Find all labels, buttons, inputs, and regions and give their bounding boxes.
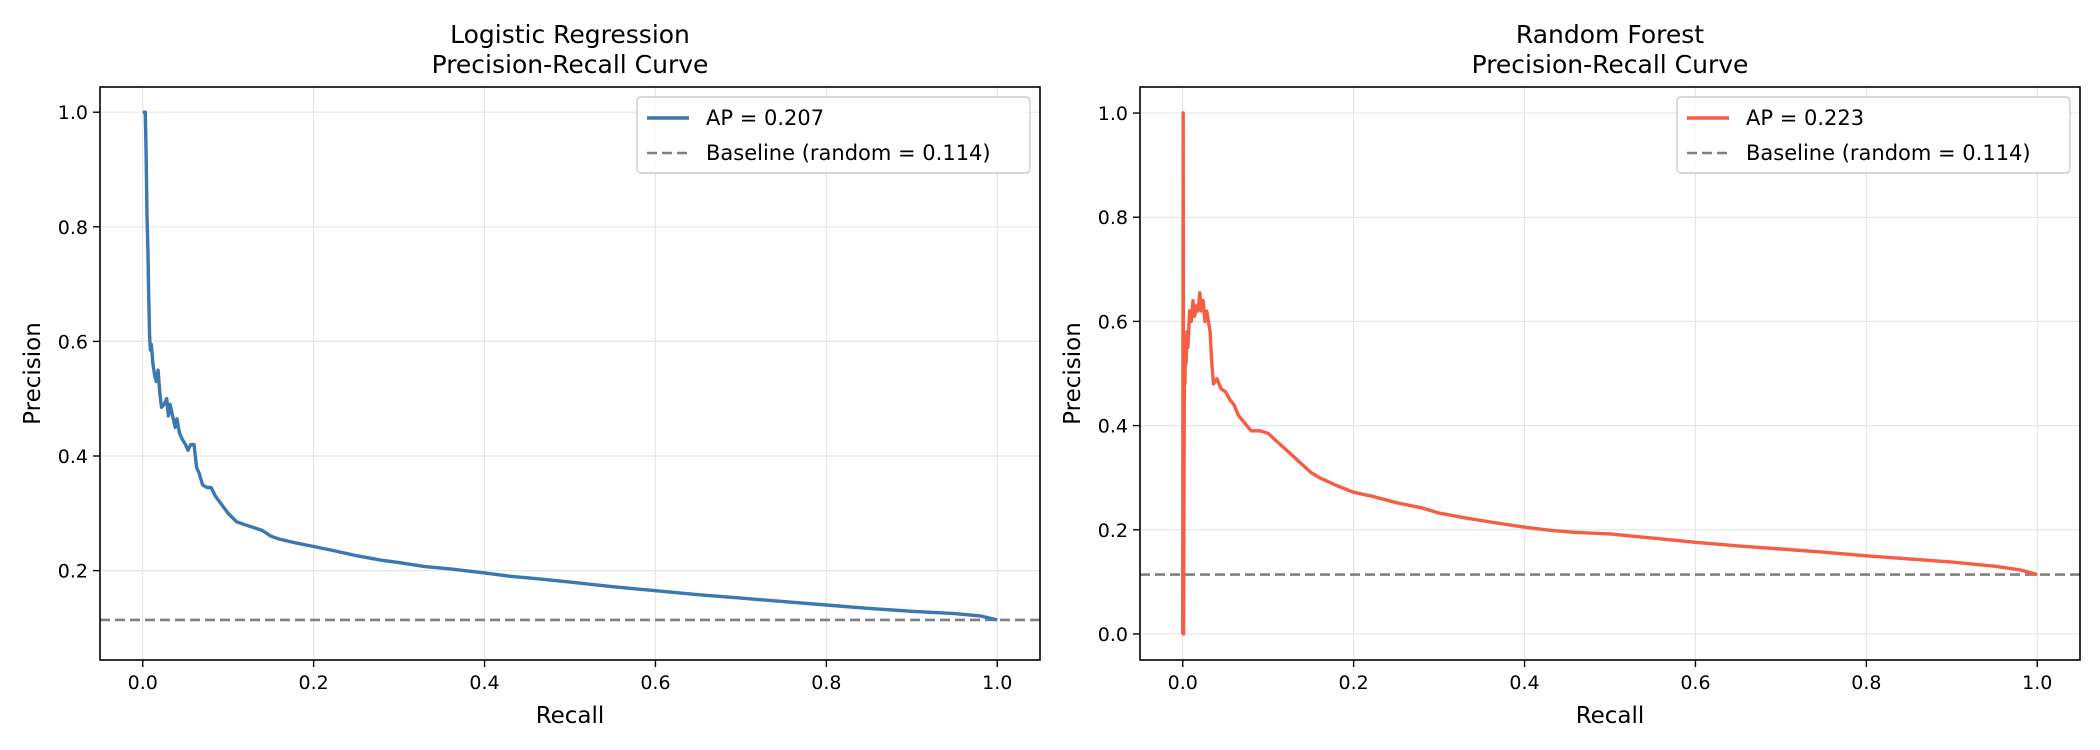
x-axis-label: Recall: [1576, 703, 1645, 729]
legend-label: Baseline (random = 0.114): [1746, 141, 2031, 165]
chart-panel-2: 0.0 0.2 0.4 0.6 0.8 1.0 0.0 0.2 0.4 0.6 0.8 1.0 Reca…: [1060, 20, 2081, 729]
chart-title-line-2: Precision-Recall Curve: [432, 50, 709, 79]
y-tick-label: 0.2: [58, 561, 88, 583]
x-axis-label: Recall: [536, 703, 605, 729]
axes-frame: [99, 86, 1041, 661]
x-tick-label: 1.0: [982, 672, 1012, 694]
x-tick-label: 0.6: [640, 672, 670, 694]
chart-title-line-2: Precision-Recall Curve: [1472, 50, 1749, 79]
y-tick-label: 0.2: [1098, 520, 1128, 542]
x-tick-label: 0.2: [1339, 672, 1369, 694]
legend-label: AP = 0.223: [1746, 106, 1864, 130]
y-tick-label: 1.0: [1098, 103, 1128, 125]
chart-title-line-1: Random Forest: [1516, 20, 1704, 49]
axes-frame: [1139, 86, 2081, 661]
x-tick-label: 0.4: [469, 672, 499, 694]
y-tick-label: 0.8: [58, 217, 88, 239]
x-tick-label: 0.0: [128, 672, 158, 694]
legend-label: Baseline (random = 0.114): [706, 141, 991, 165]
x-tick-label: 0.0: [1168, 672, 1198, 694]
legend: AP = 0.207 Baseline (random = 0.114): [636, 96, 1031, 174]
y-tick-label: 0.4: [58, 446, 88, 468]
legend-box: [636, 96, 1031, 174]
chart-panel-1: 0.0 0.2 0.4 0.6 0.8 1.0 0.2 0.4 0.6 0.8 1.0 Recall P…: [20, 20, 1041, 729]
y-tick-label: 0.6: [58, 331, 88, 353]
legend-box: [1676, 96, 2071, 174]
x-tick-label: 0.2: [299, 672, 329, 694]
pr-curve-line: [1180, 111, 2038, 636]
x-tick-label: 0.6: [1680, 672, 1710, 694]
y-tick-label: 0.0: [1098, 624, 1128, 646]
pr-curve-line: [142, 110, 998, 622]
legend: AP = 0.223 Baseline (random = 0.114): [1676, 96, 2071, 174]
y-tick-label: 1.0: [58, 102, 88, 124]
y-tick-label: 0.6: [1098, 311, 1128, 333]
chart-title-line-1: Logistic Regression: [450, 20, 690, 49]
y-axis-label: Precision: [1060, 322, 1086, 425]
x-tick-label: 0.8: [1851, 672, 1881, 694]
y-tick-label: 0.8: [1098, 207, 1128, 229]
x-tick-label: 1.0: [2022, 672, 2052, 694]
legend-label: AP = 0.207: [706, 106, 824, 130]
x-tick-label: 0.4: [1509, 672, 1539, 694]
y-tick-label: 0.4: [1098, 416, 1128, 438]
y-axis-label: Precision: [20, 322, 46, 425]
x-tick-label: 0.8: [811, 672, 841, 694]
